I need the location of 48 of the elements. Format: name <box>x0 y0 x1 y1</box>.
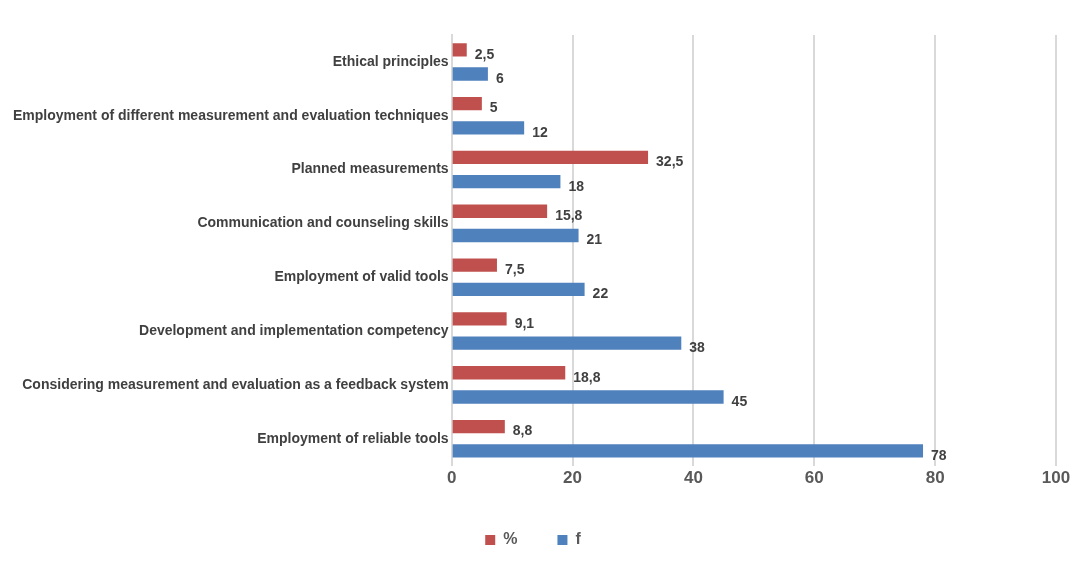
y-tick-label: Ethical principles <box>332 52 449 69</box>
bar <box>452 312 507 326</box>
data-label: 2,5 <box>474 45 495 62</box>
data-label: 38 <box>689 339 706 356</box>
data-label: 8,8 <box>512 422 533 439</box>
x-tick-label: 0 <box>446 468 457 488</box>
data-label: 5 <box>489 99 498 116</box>
bar <box>452 228 579 243</box>
bar <box>452 282 585 296</box>
data-label: 18,8 <box>573 368 601 385</box>
bar <box>452 175 561 189</box>
data-label: 15,8 <box>555 207 583 224</box>
data-label: 21 <box>586 231 603 248</box>
x-tick-label: 80 <box>925 468 945 488</box>
bar <box>452 336 682 350</box>
data-label: 22 <box>592 285 609 302</box>
legend-label: % <box>503 530 518 548</box>
y-tick-label: Employment of different measurement and evaluation techniques <box>13 106 449 123</box>
data-label: 45 <box>731 392 748 409</box>
x-tick-label: 60 <box>804 468 824 488</box>
legend-label: f <box>575 530 582 548</box>
bar <box>452 419 505 434</box>
bar <box>452 444 924 458</box>
y-tick-label: Communication and counseling skills <box>197 214 449 231</box>
bar <box>452 258 497 272</box>
data-label: 7,5 <box>504 260 525 277</box>
bar <box>452 150 649 165</box>
y-tick-label: Employment of valid tools <box>274 268 449 285</box>
data-label: 18 <box>568 177 585 194</box>
y-tick-label: Considering measurement and evaluation as a feedback system <box>22 375 449 392</box>
bar <box>452 43 467 57</box>
bar <box>452 390 724 404</box>
x-tick-label: 100 <box>1041 468 1071 488</box>
bar <box>452 67 488 81</box>
y-tick-label: Development and implementation competency <box>139 321 449 338</box>
y-tick-label: Planned measurements <box>291 160 449 177</box>
bar <box>452 366 566 380</box>
data-label: 6 <box>495 69 504 86</box>
x-tick-label: 40 <box>683 468 703 488</box>
data-label: 78 <box>931 446 947 463</box>
data-label: 32,5 <box>656 153 684 170</box>
x-tick-label: 20 <box>563 468 582 488</box>
y-tick-label: Employment of reliable tools <box>257 429 449 446</box>
bar <box>452 96 482 111</box>
bar <box>452 121 525 135</box>
bar <box>452 204 548 218</box>
data-label: 9,1 <box>514 314 535 331</box>
data-label: 12 <box>532 123 548 140</box>
